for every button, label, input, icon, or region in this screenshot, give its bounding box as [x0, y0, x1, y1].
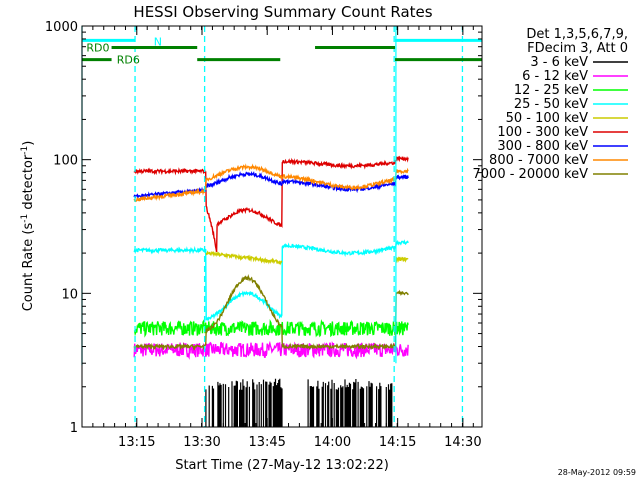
legend: Det 1,3,5,6,7,9, FDecim 3, Att 0 3 - 6 k… — [473, 27, 628, 182]
chart-title: HESSI Observing Summary Count Rates — [133, 3, 432, 21]
series-line — [133, 163, 409, 203]
legend-entry: 6 - 12 keV — [522, 69, 588, 84]
legend-entry: 12 - 25 keV — [514, 83, 588, 98]
legend-header-line-2: FDecim 3, Att 0 — [527, 41, 628, 56]
x-tick-label: 14:15 — [379, 435, 416, 450]
legend-entry: 7000 - 20000 keV — [473, 167, 589, 182]
y-tick-label: 100 — [53, 154, 78, 169]
timestamp: 28-May-2012 09:59 — [558, 468, 636, 477]
x-tick-label: 13:45 — [248, 435, 285, 450]
legend-entry: 3 - 6 keV — [530, 55, 588, 70]
series-line — [205, 250, 409, 266]
rd0-label: RD0 — [86, 42, 109, 55]
series-layer — [133, 155, 409, 427]
series-line — [133, 155, 409, 253]
legend-entry: 25 - 50 keV — [514, 97, 588, 112]
series-line — [133, 170, 409, 200]
legend-entry: 800 - 7000 keV — [489, 153, 588, 168]
y-tick-label: 1 — [70, 421, 78, 436]
legend-header-line-1: Det 1,3,5,6,7,9, — [526, 27, 628, 42]
x-tick-label: 13:15 — [118, 435, 155, 450]
legend-entry: 100 - 300 keV — [497, 125, 588, 140]
y-tick-label: 10 — [61, 287, 78, 302]
annotation-layer: N RD0 RD6 — [81, 26, 482, 427]
legend-entry: 50 - 100 keV — [506, 111, 589, 126]
series-line — [133, 319, 409, 338]
y-axis-label: Count Rate (s-1 detector-1) — [20, 141, 36, 312]
x-tick-label: 14:00 — [314, 435, 351, 450]
axis-ticks: 13:15 13:30 13:45 14:00 14:15 14:30 1 10 100 1000 — [45, 20, 482, 450]
plot-frame — [81, 25, 483, 428]
y-tick-label: 1000 — [45, 20, 78, 35]
rd6-label: RD6 — [117, 54, 140, 67]
series-line-3-6-kev — [205, 378, 393, 427]
night-label: N — [154, 35, 162, 48]
x-tick-label: 14:30 — [444, 435, 481, 450]
series-line — [133, 239, 409, 321]
series-line — [133, 274, 409, 351]
series-line — [133, 340, 409, 360]
x-axis-label: Start Time (27-May-12 13:02:22) — [175, 458, 389, 473]
x-tick-label: 13:30 — [183, 435, 220, 450]
legend-entry: 300 - 800 keV — [497, 139, 588, 154]
